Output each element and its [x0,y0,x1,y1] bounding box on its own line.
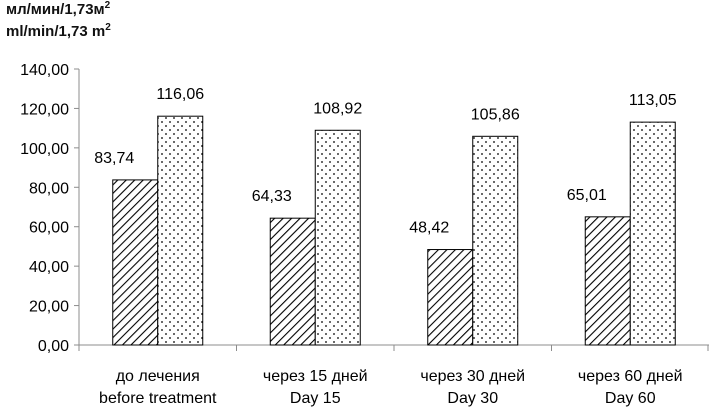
x-category-label-en: Day 15 [290,390,341,407]
bar-series-2 [314,129,361,346]
x-category-label-en: Day 60 [605,390,656,407]
data-label-series-1: 65,01 [567,187,607,204]
x-category-label-en: Day 30 [447,390,498,407]
x-category-label-ru: через 30 дней [420,368,525,385]
y-tick-label: 80,00 [29,180,69,197]
y-tick-label: 120,00 [20,101,69,118]
x-category-label-en: before treatment [99,390,217,407]
bar-series-2 [472,135,519,346]
y-tick-label: 0,00 [38,338,69,355]
x-category-label-ru: через 15 дней [263,368,368,385]
y-unit-ru: мл/мин/1,73м2 [6,0,111,18]
data-label-series-2: 116,06 [156,86,204,103]
y-tick-label: 140,00 [20,62,69,79]
bar-series-1 [112,179,159,346]
labels: 0,00 20,00 40,00 60,00 80,00 100,00 120,00 140,… [20,62,683,407]
y-tick-label: 20,00 [29,299,69,316]
data-label-series-1: 83,74 [94,150,134,167]
y-unit-en: ml/min/1,73 m2 [6,22,111,40]
data-label-series-2: 113,05 [629,92,677,109]
bar-series-2 [629,121,676,346]
bar-series-1 [427,249,474,346]
x-category-label-ru: через 60 дней [578,368,683,385]
bars [112,115,676,346]
bar-series-1 [584,216,631,346]
data-label-series-2: 105,86 [471,106,520,123]
data-label-series-1: 48,42 [409,220,449,237]
y-tick-label: 40,00 [29,259,69,276]
y-tick-label: 100,00 [20,141,69,158]
y-tick-label: 60,00 [29,220,69,237]
bar-series-2 [157,115,204,346]
x-category-label-ru: до лечения [116,368,200,385]
data-label-series-2: 108,92 [313,100,362,117]
bar-series-1 [269,217,316,346]
data-label-series-1: 64,33 [252,188,292,205]
